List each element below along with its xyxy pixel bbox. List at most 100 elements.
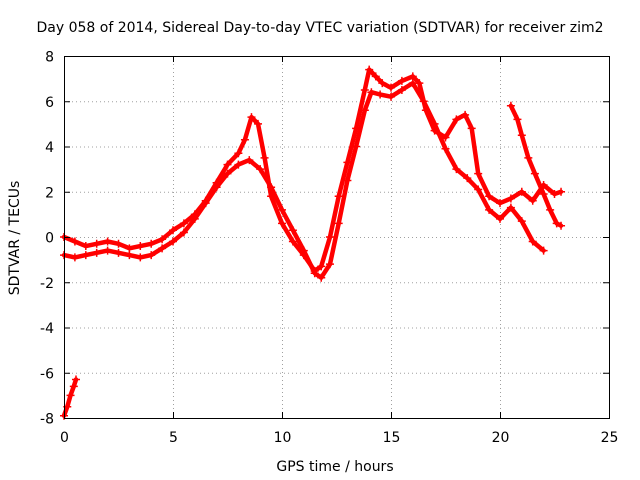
data-point-marker [288, 237, 297, 246]
data-point-marker [452, 165, 461, 174]
data-point-marker [125, 251, 134, 260]
data-point-marker [334, 219, 343, 228]
data-point-marker [81, 242, 90, 251]
data-point-marker [317, 273, 326, 282]
data-point-marker [201, 199, 210, 208]
data-point-marker [496, 199, 504, 208]
data-point-marker [441, 144, 450, 153]
series-layer [60, 65, 566, 420]
data-point-marker [81, 251, 90, 260]
data-point-marker [114, 239, 123, 248]
data-point-marker [506, 194, 515, 203]
data-point-marker [517, 217, 526, 226]
x-tick-label: 5 [169, 430, 178, 446]
data-point-marker [179, 228, 188, 237]
data-point-marker [66, 391, 75, 400]
data-point-marker [92, 239, 101, 248]
data-point-marker [256, 165, 265, 174]
data-point-marker [367, 88, 376, 97]
y-tick-label: -8 [40, 412, 54, 428]
data-point-marker [247, 113, 256, 122]
data-point-marker [310, 269, 319, 278]
y-axis-label: SDTVAR / TECUs [7, 181, 23, 296]
data-point-marker [325, 233, 334, 241]
data-point-marker [485, 205, 494, 214]
data-point-marker [352, 142, 361, 151]
x-tick-label: 10 [274, 430, 292, 446]
data-point-marker [360, 85, 369, 94]
data-point-marker [539, 246, 548, 255]
data-point-marker [550, 190, 559, 199]
y-tick-label: 4 [45, 140, 54, 156]
data-point-marker [408, 79, 417, 88]
data-point-marker [461, 110, 470, 119]
y-tick-label: 0 [45, 231, 54, 247]
data-point-marker [506, 203, 515, 212]
data-point-marker [92, 248, 101, 257]
data-point-marker [325, 260, 334, 269]
data-point-marker [387, 83, 395, 92]
x-tick-label: 20 [492, 430, 510, 446]
data-point-marker [517, 187, 526, 196]
data-point-marker [365, 65, 374, 74]
data-point-marker [343, 176, 352, 185]
y-tick-label: 6 [45, 95, 54, 111]
data-point-marker [530, 169, 539, 178]
data-point-marker [190, 214, 199, 223]
data-point-marker [169, 237, 177, 246]
data-point-marker [334, 192, 343, 201]
y-tick-label: -2 [40, 276, 54, 292]
data-point-marker [158, 244, 167, 253]
data-point-marker [147, 251, 156, 260]
data-point-marker [474, 169, 483, 178]
data-point-marker [234, 149, 243, 158]
x-tick-label: 0 [60, 430, 69, 446]
y-tick-label: -6 [40, 366, 54, 382]
data-point-marker [267, 183, 276, 192]
data-point-marker [408, 72, 417, 81]
data-point-marker [397, 85, 406, 94]
data-point-marker [223, 160, 232, 169]
data-point-marker [240, 135, 249, 144]
data-point-marker [467, 124, 476, 133]
data-point-marker [452, 115, 461, 124]
data-point-marker [136, 253, 145, 262]
data-point-marker [371, 72, 380, 81]
data-point-marker [103, 246, 112, 255]
data-point-marker [496, 214, 504, 223]
data-point-marker [378, 79, 387, 88]
data-point-marker [419, 97, 428, 106]
data-point-marker [71, 375, 80, 384]
data-point-marker [557, 187, 566, 196]
chart-title: Day 058 of 2014, Sidereal Day-to-day VTE… [37, 20, 604, 36]
data-point-marker [158, 235, 167, 244]
data-point-marker [387, 92, 395, 101]
data-point-marker [254, 119, 263, 128]
plot-frame [64, 56, 610, 419]
data-point-marker [430, 119, 439, 128]
data-point-marker [485, 192, 494, 201]
data-point-marker [474, 185, 483, 194]
data-point-marker [360, 106, 369, 115]
y-tick-label: 2 [45, 185, 54, 201]
data-point-marker [169, 226, 177, 235]
data-point-marker [376, 90, 385, 99]
x-tick-label: 15 [383, 430, 401, 446]
data-point-marker [179, 219, 188, 228]
data-point-marker [103, 237, 112, 246]
data-point-marker [513, 115, 522, 124]
data-point-marker [125, 244, 134, 253]
data-point-marker [114, 248, 123, 257]
series-trace-main-upper [61, 67, 564, 274]
data-point-marker [506, 101, 515, 110]
data-point-marker [546, 205, 555, 214]
data-point-marker [517, 131, 526, 140]
data-point-marker [223, 169, 232, 178]
data-point-marker [245, 156, 254, 165]
data-point-marker [278, 219, 286, 228]
data-point-marker [528, 237, 537, 246]
data-point-marker [136, 242, 145, 251]
data-point-marker [212, 183, 221, 192]
data-point-marker [69, 382, 78, 391]
